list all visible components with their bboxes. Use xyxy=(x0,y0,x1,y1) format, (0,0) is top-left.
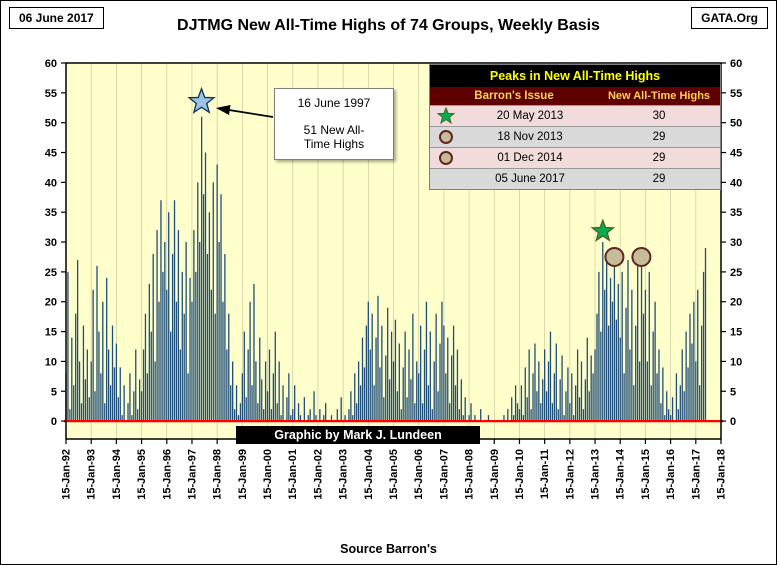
row-date: 20 May 2013 xyxy=(496,110,564,122)
svg-text:40: 40 xyxy=(730,177,742,189)
peak-markers xyxy=(187,86,652,267)
table-row: 01 Dec 2014 29 xyxy=(430,147,720,168)
x-axis: 15-Jan-92 15-Jan-93 15-Jan-94 15-Jan-95 15-J… xyxy=(61,439,728,500)
svg-text:25: 25 xyxy=(45,267,57,279)
row-value: 29 xyxy=(652,173,666,185)
svg-text:55: 55 xyxy=(730,88,742,100)
svg-text:15-Jan-07: 15-Jan-07 xyxy=(438,449,450,500)
x-axis-source-label: Source Barron's xyxy=(340,542,437,556)
peaks-table-title: Peaks in New All-Time Highs xyxy=(430,65,720,87)
annotation-line-date: 16 June 1997 xyxy=(297,96,371,110)
gata-org-label: GATA.Org xyxy=(691,7,768,29)
svg-text:15-Jan-98: 15-Jan-98 xyxy=(212,449,224,500)
svg-text:60: 60 xyxy=(45,58,57,70)
peak-1997-annotation: 16 June 1997 51 New All- Time Highs xyxy=(274,88,394,160)
table-row: 18 Nov 2013 29 xyxy=(430,126,720,147)
svg-text:55: 55 xyxy=(45,88,57,100)
annotation-line-value2: Time Highs xyxy=(303,137,365,151)
svg-text:10: 10 xyxy=(730,356,742,368)
svg-text:15: 15 xyxy=(45,327,57,339)
row-value: 29 xyxy=(652,131,666,143)
table-row: 20 May 2013 30 xyxy=(430,105,720,126)
svg-text:50: 50 xyxy=(730,118,742,130)
svg-text:15: 15 xyxy=(730,327,742,339)
svg-text:15-Jan-97: 15-Jan-97 xyxy=(186,449,198,500)
svg-text:45: 45 xyxy=(730,148,742,160)
svg-text:15-Jan-04: 15-Jan-04 xyxy=(363,448,375,500)
svg-text:30: 30 xyxy=(45,237,57,249)
svg-text:20: 20 xyxy=(730,297,742,309)
svg-text:35: 35 xyxy=(45,207,57,219)
svg-text:15-Jan-13: 15-Jan-13 xyxy=(590,449,602,500)
svg-text:15-Jan-16: 15-Jan-16 xyxy=(665,449,677,500)
svg-text:35: 35 xyxy=(730,207,742,219)
row-date: 01 Dec 2014 xyxy=(497,152,563,164)
row-value: 30 xyxy=(652,110,666,122)
svg-text:0: 0 xyxy=(51,416,57,428)
svg-text:45: 45 xyxy=(45,148,57,160)
svg-text:15-Jan-08: 15-Jan-08 xyxy=(464,449,476,500)
svg-text:60: 60 xyxy=(730,58,742,70)
svg-text:15-Jan-10: 15-Jan-10 xyxy=(514,449,526,500)
svg-text:15-Jan-95: 15-Jan-95 xyxy=(136,449,148,500)
peaks-table: Peaks in New All-Time Highs Barron's Iss… xyxy=(429,64,721,190)
svg-text:5: 5 xyxy=(51,386,57,398)
svg-text:15-Jan-15: 15-Jan-15 xyxy=(640,449,652,500)
svg-text:15-Jan-12: 15-Jan-12 xyxy=(564,449,576,500)
green-star-icon xyxy=(430,107,462,125)
svg-text:15-Jan-96: 15-Jan-96 xyxy=(161,449,173,500)
svg-text:15-Jan-17: 15-Jan-17 xyxy=(690,449,702,500)
row-date: 18 Nov 2013 xyxy=(497,131,563,143)
svg-text:15-Jan-03: 15-Jan-03 xyxy=(338,449,350,500)
svg-text:15-Jan-94: 15-Jan-94 xyxy=(111,448,123,500)
annotation-arrow xyxy=(216,105,274,118)
credit-box: Graphic by Mark J. Lundeen xyxy=(236,426,480,444)
svg-text:40: 40 xyxy=(45,177,57,189)
col-barrons-issue: Barron's Issue xyxy=(474,90,554,102)
svg-text:15-Jan-92: 15-Jan-92 xyxy=(61,449,73,500)
peak-nov2013-circle-icon xyxy=(604,246,625,267)
peak-1997-star-icon xyxy=(187,86,216,114)
svg-text:15-Jan-01: 15-Jan-01 xyxy=(287,449,299,500)
svg-text:0: 0 xyxy=(730,416,736,428)
annotation-line-value1: 51 New All- xyxy=(303,123,365,137)
circle-marker-icon xyxy=(430,130,462,144)
issue-date-box: 06 June 2017 xyxy=(9,7,104,29)
peaks-table-header: Barron's Issue New All-Time Highs xyxy=(430,87,720,105)
circle-marker-icon xyxy=(430,151,462,165)
svg-text:15-Jan-09: 15-Jan-09 xyxy=(489,449,501,500)
peak-may2013-star-icon xyxy=(590,218,616,242)
row-date: 05 June 2017 xyxy=(495,173,565,185)
svg-text:15-Jan-99: 15-Jan-99 xyxy=(237,449,249,500)
svg-text:5: 5 xyxy=(730,386,736,398)
svg-text:50: 50 xyxy=(45,118,57,130)
chart-title: DJTMG New All-Time Highs of 74 Groups, W… xyxy=(177,17,600,34)
svg-text:15-Jan-18: 15-Jan-18 xyxy=(716,449,728,500)
data-bars xyxy=(65,116,707,422)
peak-dec2014-circle-icon xyxy=(631,246,652,267)
svg-text:15-Jan-06: 15-Jan-06 xyxy=(413,449,425,500)
svg-text:30: 30 xyxy=(730,237,742,249)
col-new-all-time-highs: New All-Time Highs xyxy=(607,90,711,102)
svg-text:15-Jan-02: 15-Jan-02 xyxy=(312,449,324,500)
svg-text:20: 20 xyxy=(45,297,57,309)
svg-text:15-Jan-05: 15-Jan-05 xyxy=(388,449,400,500)
svg-text:25: 25 xyxy=(730,267,742,279)
svg-text:15-Jan-00: 15-Jan-00 xyxy=(262,449,274,500)
table-row: 05 June 2017 29 xyxy=(430,168,720,189)
svg-text:15-Jan-11: 15-Jan-11 xyxy=(539,449,551,499)
row-value: 29 xyxy=(652,152,666,164)
svg-text:15-Jan-93: 15-Jan-93 xyxy=(86,449,98,500)
svg-text:10: 10 xyxy=(45,356,57,368)
svg-text:15-Jan-14: 15-Jan-14 xyxy=(615,448,627,500)
